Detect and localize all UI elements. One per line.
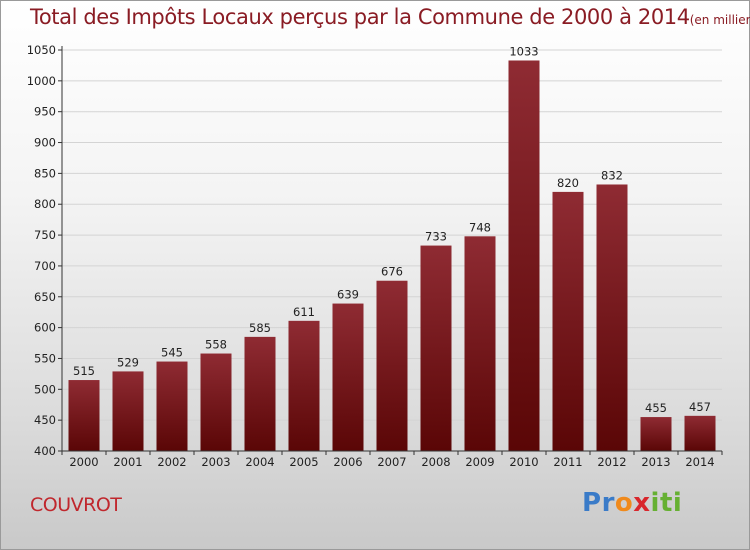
data-label-2006: 639 (337, 288, 359, 302)
axes: 400 450 500 550 600 650 700 750 800 850 900 950 1000… (27, 43, 723, 469)
logo-letter-4: i (650, 488, 660, 518)
bars (68, 60, 716, 451)
x-tick-label-2006: 2006 (333, 455, 362, 469)
y-tick-label-700: 700 (34, 259, 56, 273)
y-tick-label-550: 550 (34, 351, 56, 365)
data-label-2007: 676 (381, 265, 403, 279)
data-label-2012: 832 (601, 168, 623, 182)
y-tick-label-500: 500 (34, 382, 56, 396)
bar-2004 (244, 336, 276, 451)
bar-2001 (112, 371, 144, 451)
chart-unit: (en milliers d'€) (689, 13, 750, 27)
x-tick-label-2005: 2005 (289, 455, 318, 469)
y-tick-label-650: 650 (34, 290, 56, 304)
x-tick-label-2003: 2003 (201, 455, 230, 469)
logo-letter-6: i (672, 488, 683, 518)
x-tick-label-2014: 2014 (685, 455, 714, 469)
data-label-2013: 455 (645, 401, 667, 415)
y-tick-label-850: 850 (34, 166, 56, 180)
chart-title-text: Total des Impôts Locaux perçus par la Co… (30, 5, 690, 29)
x-tick-label-2011: 2011 (553, 455, 582, 469)
x-tick-label-2013: 2013 (641, 455, 670, 469)
bar-2011 (552, 191, 584, 451)
x-tick-label-2008: 2008 (421, 455, 450, 469)
y-tick-label-950: 950 (34, 105, 56, 119)
bar-2012 (596, 184, 628, 451)
y-tick-label-450: 450 (34, 413, 56, 427)
x-tick-label-2000: 2000 (69, 455, 98, 469)
proxiti-logo[interactable]: Proxiti (582, 488, 682, 518)
bar-2014 (684, 415, 716, 451)
data-label-2003: 558 (205, 338, 227, 352)
data-label-2008: 733 (425, 230, 447, 244)
x-tick-label-2012: 2012 (597, 455, 626, 469)
logo-letter-5: t (659, 488, 673, 518)
bar-2006 (332, 303, 364, 451)
bar-2002 (156, 361, 188, 451)
bar-2000 (68, 380, 100, 451)
logo-letter-2: o (614, 488, 634, 518)
y-tick-label-800: 800 (34, 197, 56, 211)
logo-letter-1: r (601, 488, 615, 518)
data-labels: 515 529 545 558 585 611 639 676 733 748 1033 820 832… (73, 44, 711, 415)
data-label-2004: 585 (249, 321, 271, 335)
bar-2005 (288, 320, 320, 451)
data-label-2005: 611 (293, 305, 315, 319)
logo-letter-0: P (582, 488, 602, 518)
data-label-2002: 545 (161, 346, 183, 360)
x-tick-label-2002: 2002 (157, 455, 186, 469)
data-label-2009: 748 (469, 220, 491, 234)
chart-title: Total des Impôts Locaux perçus par la Co… (30, 5, 750, 29)
data-label-2011: 820 (557, 176, 579, 190)
bar-2008 (420, 245, 452, 451)
commune-name: COUVROT (30, 494, 122, 516)
data-label-2014: 457 (689, 400, 711, 414)
y-tick-label-600: 600 (34, 321, 56, 335)
x-tick-label-2010: 2010 (509, 455, 538, 469)
y-tick-label-750: 750 (34, 228, 56, 242)
y-tick-label-1050: 1050 (27, 43, 56, 57)
x-tick-label-2007: 2007 (377, 455, 406, 469)
x-tick-label-2001: 2001 (113, 455, 142, 469)
bar-2009 (464, 236, 496, 451)
data-label-2000: 515 (73, 364, 95, 378)
y-tick-label-400: 400 (34, 444, 56, 458)
logo-letter-3: x (633, 488, 651, 518)
data-label-2010: 1033 (509, 44, 538, 58)
bar-2007 (376, 280, 408, 451)
bar-2003 (200, 353, 232, 451)
bar-2010 (508, 60, 540, 451)
bar-2013 (640, 417, 672, 451)
data-label-2001: 529 (117, 355, 139, 369)
x-tick-label-2009: 2009 (465, 455, 494, 469)
y-tick-label-1000: 1000 (27, 74, 56, 88)
y-tick-label-900: 900 (34, 136, 56, 150)
x-tick-label-2004: 2004 (245, 455, 274, 469)
